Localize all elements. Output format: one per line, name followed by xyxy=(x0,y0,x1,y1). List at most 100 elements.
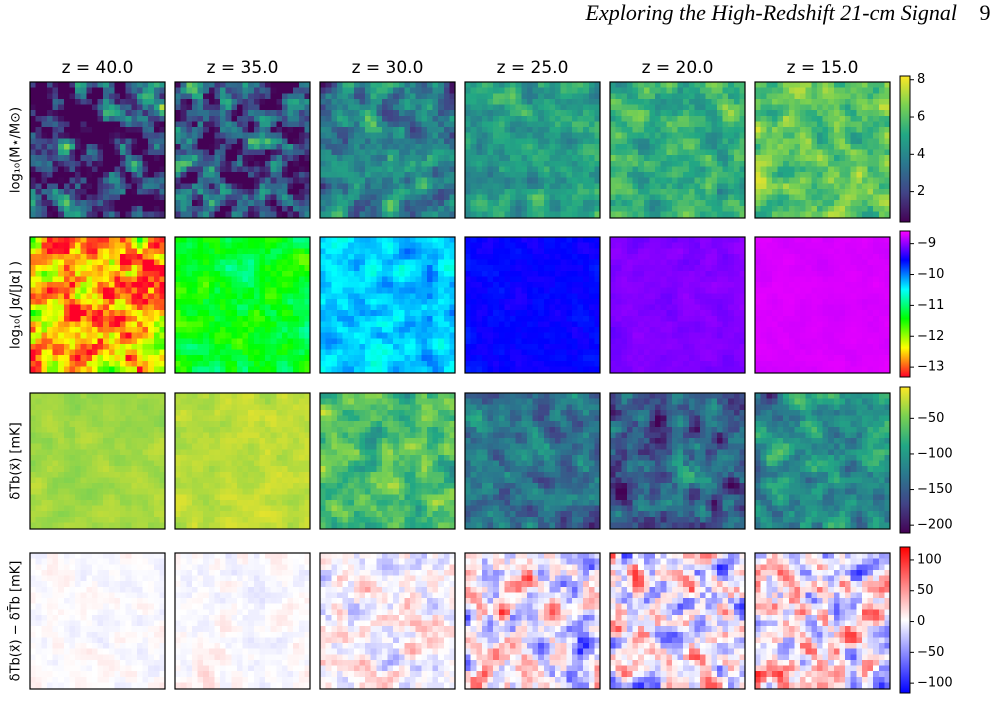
pixel xyxy=(655,155,662,162)
pixel xyxy=(191,183,198,190)
pixel xyxy=(353,194,360,201)
pixel xyxy=(771,110,778,117)
pixel xyxy=(370,287,377,294)
pixel xyxy=(532,149,539,156)
pixel xyxy=(705,138,712,145)
pixel xyxy=(621,194,628,201)
pixel xyxy=(415,253,422,260)
pixel xyxy=(86,205,93,212)
pixel xyxy=(46,188,53,195)
pixel xyxy=(884,160,891,167)
pixel xyxy=(97,115,104,122)
pixel xyxy=(583,205,590,212)
pixel xyxy=(404,98,411,105)
pixel xyxy=(415,293,422,300)
pixel xyxy=(52,282,59,289)
pixel xyxy=(131,242,138,249)
pixel xyxy=(220,127,227,134)
pixel xyxy=(41,127,48,134)
pixel xyxy=(276,310,283,317)
pixel xyxy=(438,200,445,207)
pixel xyxy=(75,132,82,139)
pixel xyxy=(191,242,198,249)
pixel xyxy=(538,115,545,122)
pixel xyxy=(794,127,801,134)
pixel xyxy=(203,160,210,167)
pixel xyxy=(615,155,622,162)
pixel xyxy=(649,211,656,218)
pixel xyxy=(248,155,255,162)
pixel xyxy=(683,188,690,195)
pixel xyxy=(287,183,294,190)
pixel xyxy=(583,93,590,100)
pixel xyxy=(175,327,182,334)
pixel xyxy=(203,360,210,367)
pixel xyxy=(197,253,204,260)
pixel xyxy=(125,366,132,373)
pixel xyxy=(476,121,483,128)
pixel xyxy=(91,143,98,150)
pixel xyxy=(376,282,383,289)
pixel xyxy=(532,143,539,150)
pixel xyxy=(816,115,823,122)
pixel xyxy=(287,276,294,283)
pixel xyxy=(69,93,76,100)
pixel xyxy=(381,211,388,218)
pixel xyxy=(426,237,433,244)
pixel xyxy=(320,110,327,117)
pixel xyxy=(197,242,204,249)
pixel xyxy=(733,160,740,167)
pixel xyxy=(387,177,394,184)
pixel xyxy=(588,127,595,134)
pixel xyxy=(867,188,874,195)
pixel xyxy=(131,265,138,272)
pixel xyxy=(30,115,37,122)
pixel xyxy=(191,138,198,145)
pixel xyxy=(191,270,198,277)
pixel xyxy=(270,270,277,277)
pixel xyxy=(186,211,193,218)
pixel xyxy=(655,205,662,212)
pixel xyxy=(660,110,667,117)
pixel xyxy=(125,315,132,322)
pixel xyxy=(728,93,735,100)
pixel xyxy=(114,360,121,367)
pixel xyxy=(63,366,70,373)
pixel xyxy=(69,132,76,139)
pixel xyxy=(342,205,349,212)
pixel xyxy=(728,155,735,162)
pixel xyxy=(75,315,82,322)
pixel xyxy=(788,172,795,179)
pixel xyxy=(214,143,221,150)
pixel xyxy=(203,253,210,260)
pixel xyxy=(493,132,500,139)
pixel xyxy=(298,276,305,283)
pixel xyxy=(449,155,456,162)
pixel xyxy=(671,132,678,139)
pixel xyxy=(270,315,277,322)
pixel xyxy=(538,188,545,195)
pixel xyxy=(470,172,477,179)
pixel xyxy=(438,287,445,294)
pixel xyxy=(103,332,110,339)
pixel xyxy=(655,132,662,139)
pixel xyxy=(108,188,115,195)
pixel xyxy=(80,282,87,289)
pixel xyxy=(643,143,650,150)
pixel xyxy=(443,200,450,207)
pixel xyxy=(766,127,773,134)
pixel xyxy=(287,82,294,89)
pixel xyxy=(287,237,294,244)
pixel xyxy=(259,87,266,94)
pixel xyxy=(365,177,372,184)
pixel xyxy=(320,259,327,266)
pixel xyxy=(86,332,93,339)
pixel xyxy=(666,87,673,94)
pixel xyxy=(30,149,37,156)
pixel xyxy=(148,259,155,266)
pixel xyxy=(410,98,417,105)
pixel xyxy=(293,360,300,367)
pixel xyxy=(220,259,227,266)
pixel xyxy=(287,253,294,260)
pixel xyxy=(839,87,846,94)
